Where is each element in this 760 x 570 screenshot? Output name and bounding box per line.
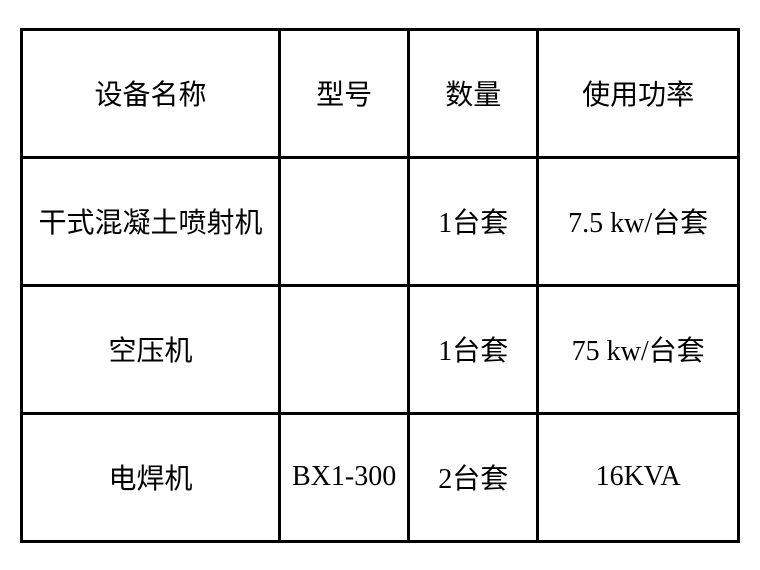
cell-power: 75 kw/台套 bbox=[538, 285, 739, 413]
header-power: 使用功率 bbox=[538, 29, 739, 157]
cell-power: 16KVA bbox=[538, 413, 739, 541]
cell-equipment-name: 干式混凝土喷射机 bbox=[22, 157, 280, 285]
table-row: 空压机 1台套 75 kw/台套 bbox=[22, 285, 739, 413]
cell-model: BX1-300 bbox=[280, 413, 409, 541]
cell-model bbox=[280, 157, 409, 285]
table-row: 电焊机 BX1-300 2台套 16KVA bbox=[22, 413, 739, 541]
equipment-table-container: 设备名称 型号 数量 使用功率 干式混凝土喷射机 1台套 7.5 kw/台套 空… bbox=[20, 28, 740, 543]
header-equipment-name: 设备名称 bbox=[22, 29, 280, 157]
equipment-table: 设备名称 型号 数量 使用功率 干式混凝土喷射机 1台套 7.5 kw/台套 空… bbox=[20, 28, 740, 543]
table-row: 干式混凝土喷射机 1台套 7.5 kw/台套 bbox=[22, 157, 739, 285]
header-model: 型号 bbox=[280, 29, 409, 157]
cell-power: 7.5 kw/台套 bbox=[538, 157, 739, 285]
header-quantity: 数量 bbox=[409, 29, 538, 157]
cell-model bbox=[280, 285, 409, 413]
cell-quantity: 1台套 bbox=[409, 157, 538, 285]
cell-equipment-name: 电焊机 bbox=[22, 413, 280, 541]
cell-quantity: 2台套 bbox=[409, 413, 538, 541]
cell-quantity: 1台套 bbox=[409, 285, 538, 413]
table-header-row: 设备名称 型号 数量 使用功率 bbox=[22, 29, 739, 157]
cell-equipment-name: 空压机 bbox=[22, 285, 280, 413]
